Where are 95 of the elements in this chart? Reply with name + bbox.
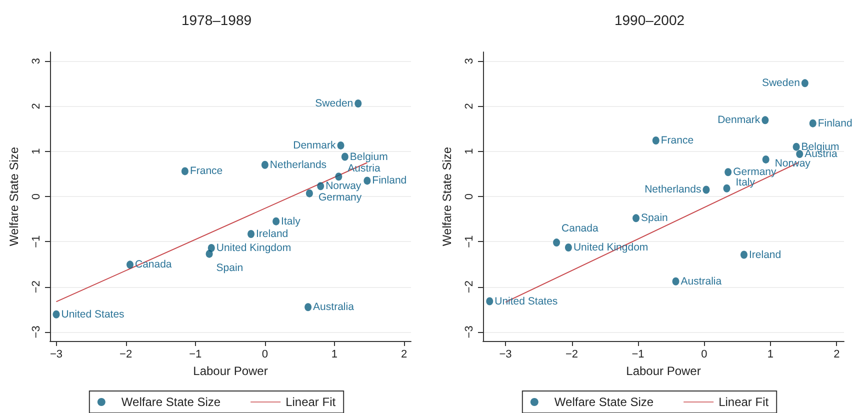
y-tick-label: −3 — [464, 326, 476, 338]
annotation: United Kingdom — [216, 242, 292, 254]
annotation: Netherlands — [644, 184, 702, 196]
y-tick-label: 2 — [30, 103, 42, 110]
y-tick-label: −1 — [464, 235, 476, 248]
y-tick-label: 1 — [464, 148, 476, 154]
point — [724, 168, 732, 176]
annotation: Belgium — [350, 150, 388, 163]
x-tick-label: 1 — [331, 348, 338, 360]
x-tick-label: 2 — [400, 348, 408, 360]
point — [181, 167, 188, 176]
chart-title: 1978–1989 — [181, 12, 252, 28]
annotation: Germany — [318, 191, 362, 204]
point — [364, 176, 371, 185]
point — [564, 244, 572, 252]
point — [801, 79, 808, 88]
point — [792, 142, 800, 151]
x-tick-label: −1 — [632, 348, 644, 360]
point — [740, 250, 748, 259]
point — [702, 186, 710, 194]
annotation: Ireland — [748, 248, 782, 261]
annotation: Denmark — [718, 114, 761, 126]
x-tick-label: −1 — [189, 348, 202, 360]
annotation: United States — [494, 295, 558, 308]
annotation: Italy — [281, 215, 302, 228]
y-tick-label: 0 — [30, 193, 42, 200]
point — [354, 99, 362, 108]
point — [632, 214, 640, 222]
annotation: Canada — [562, 222, 598, 235]
y-tick-label: 0 — [464, 193, 476, 200]
y-tick-label: −2 — [464, 280, 476, 294]
y-tick-label: −1 — [30, 235, 42, 248]
y-tick-label: 1 — [30, 148, 42, 154]
x-tick-label: −3 — [499, 348, 512, 360]
y-tick-label: −3 — [30, 326, 42, 338]
point — [335, 172, 342, 181]
point — [672, 277, 680, 286]
annotation: France — [660, 134, 694, 147]
annotation: Ireland — [256, 228, 288, 240]
legend-label: Linear Fit — [286, 395, 336, 409]
x-tick-label: 0 — [701, 348, 708, 360]
x-axis-title: Labour Power — [193, 364, 268, 378]
annotation: United States — [61, 308, 124, 320]
point — [796, 150, 804, 158]
point — [261, 160, 268, 169]
point — [723, 184, 730, 192]
legend-label: Linear Fit — [718, 395, 770, 409]
annotation: Sweden — [762, 77, 800, 90]
point — [553, 238, 560, 247]
point — [306, 189, 313, 198]
point — [337, 141, 344, 150]
point — [762, 155, 770, 164]
y-tick-label: 3 — [30, 58, 42, 64]
annotation: Netherlands — [270, 158, 327, 171]
legend-label: Welfare State Size — [121, 395, 221, 409]
point — [652, 136, 660, 145]
x-tick-label: 1 — [767, 348, 774, 360]
annotation: Finland — [372, 174, 407, 187]
y-tick-label: −2 — [30, 280, 42, 294]
x-tick-label: −2 — [565, 348, 578, 360]
x-tick-label: −2 — [120, 348, 132, 360]
y-tick-label: 3 — [464, 58, 476, 64]
annotation: Spain — [216, 262, 244, 274]
legend-label: Welfare State Size — [554, 395, 654, 409]
x-tick-label: 0 — [262, 348, 268, 360]
annotation: Finland — [818, 117, 852, 130]
point — [486, 297, 494, 306]
annotation: Norway — [326, 180, 362, 192]
point — [304, 303, 312, 312]
annotation: Italy — [736, 176, 756, 188]
point — [317, 182, 324, 190]
point — [248, 230, 255, 238]
point — [126, 260, 134, 269]
y-tick-label: 2 — [464, 103, 476, 110]
y-axis-title: Welfare State Size — [440, 146, 454, 246]
y-axis-title: Welfare State Size — [7, 146, 21, 246]
chart-title: 1990–2002 — [614, 12, 685, 28]
point — [341, 152, 348, 161]
x-axis-title: Labour Power — [626, 364, 701, 378]
annotation: Australia — [680, 275, 722, 288]
annotation: Canada — [134, 258, 172, 271]
point — [52, 310, 60, 318]
annotation: France — [190, 165, 223, 178]
point — [272, 217, 280, 226]
annotation: Spain — [641, 212, 668, 224]
annotation: Germany — [733, 166, 778, 178]
x-tick-label: −3 — [50, 348, 63, 360]
annotation: Norway — [774, 157, 812, 170]
x-tick-label: 2 — [834, 348, 840, 360]
annotation: Denmark — [293, 139, 336, 152]
annotation: Sweden — [315, 97, 354, 110]
annotation: Australia — [313, 301, 354, 314]
point — [809, 119, 816, 128]
point — [762, 116, 769, 124]
point — [208, 244, 215, 252]
